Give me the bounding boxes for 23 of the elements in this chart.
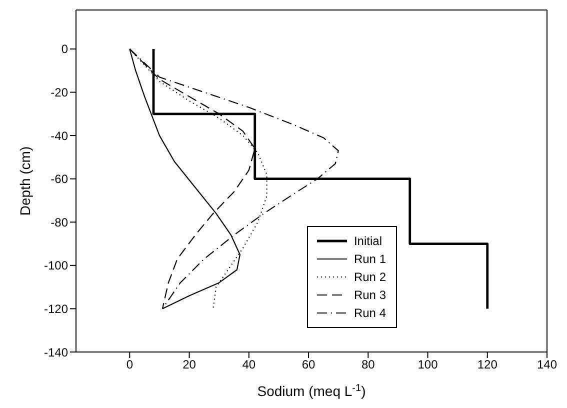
y-tick-label: -60 [50,172,68,186]
y-axis-title: Depth (cm) [17,146,33,216]
legend-label: Run 1 [354,251,386,268]
x-axis-title: Sodium (meq L$^{-1}$) [257,382,366,399]
x-tick-label: 80 [361,358,376,372]
x-tick-label: 120 [477,358,498,372]
x-tick-label: 100 [418,358,438,372]
y-tick-label: -20 [50,86,68,100]
x-tick-label: 40 [242,358,256,372]
x-tick-label: 0 [126,358,134,372]
y-tick-label: -120 [44,302,68,316]
y-tick-label: -140 [44,345,68,360]
legend-label: Run 2 [354,269,386,286]
x-tick-label: 20 [182,358,196,372]
legend-label: Run 4 [354,305,386,322]
y-tick-label: 0 [61,42,68,56]
y-tick-label: -80 [50,215,68,230]
legend-label: Initial [354,233,382,250]
y-tick-label: -100 [44,258,68,273]
legend-label: Run 3 [354,287,386,304]
x-tick-label: 60 [302,358,316,372]
y-tick-label: -40 [50,128,68,143]
x-tick-label: 140 [536,358,558,372]
